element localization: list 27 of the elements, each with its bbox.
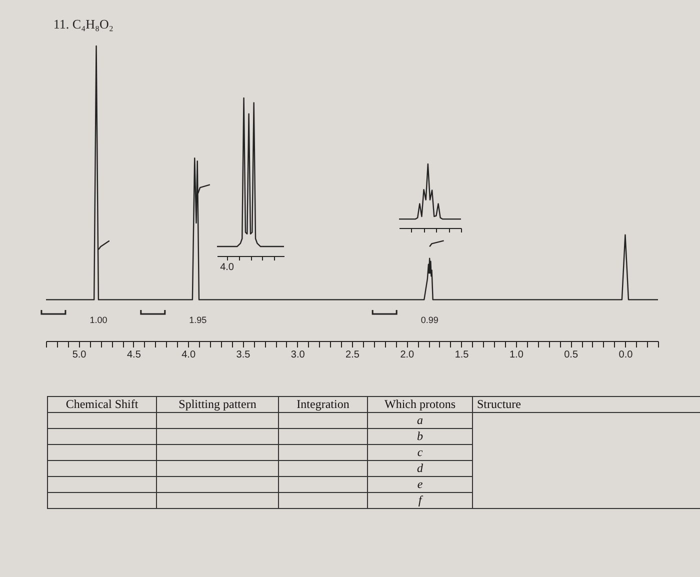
annotation: 1.00 xyxy=(90,315,108,325)
category-label: Structure xyxy=(472,396,700,412)
chart-title: 11. C₄H₈O₂ xyxy=(53,16,114,32)
x-tick-label: 3.0 xyxy=(290,350,306,360)
x-tick-label: 2.0 xyxy=(400,350,415,360)
annotation: 1.95 xyxy=(189,315,207,325)
x-tick-label: 5.0 xyxy=(72,350,87,360)
x-tick-label: 3.5 xyxy=(236,350,251,360)
annotation: 0.99 xyxy=(420,315,438,325)
x-tick-label: 1.0 xyxy=(509,350,524,360)
text: f xyxy=(418,493,422,507)
x-tick-label: 0.0 xyxy=(618,350,634,360)
category-label: Which protons xyxy=(368,396,472,412)
text: c xyxy=(417,445,423,459)
x-tick-label: 2.5 xyxy=(346,350,360,360)
annotation: 4.0 xyxy=(220,262,234,273)
category-label: Splitting pattern xyxy=(156,396,278,412)
x-tick-label: 4.5 xyxy=(126,350,142,360)
text: b xyxy=(417,429,423,443)
category-label: Integration xyxy=(278,396,368,412)
text: e xyxy=(417,477,423,491)
text: a xyxy=(417,413,423,427)
x-tick-label: 4.0 xyxy=(182,350,196,360)
text: d xyxy=(417,461,423,475)
category-label: Chemical Shift xyxy=(48,396,156,412)
x-tick-label: 1.5 xyxy=(454,350,470,360)
x-tick-label: 0.5 xyxy=(564,350,578,360)
